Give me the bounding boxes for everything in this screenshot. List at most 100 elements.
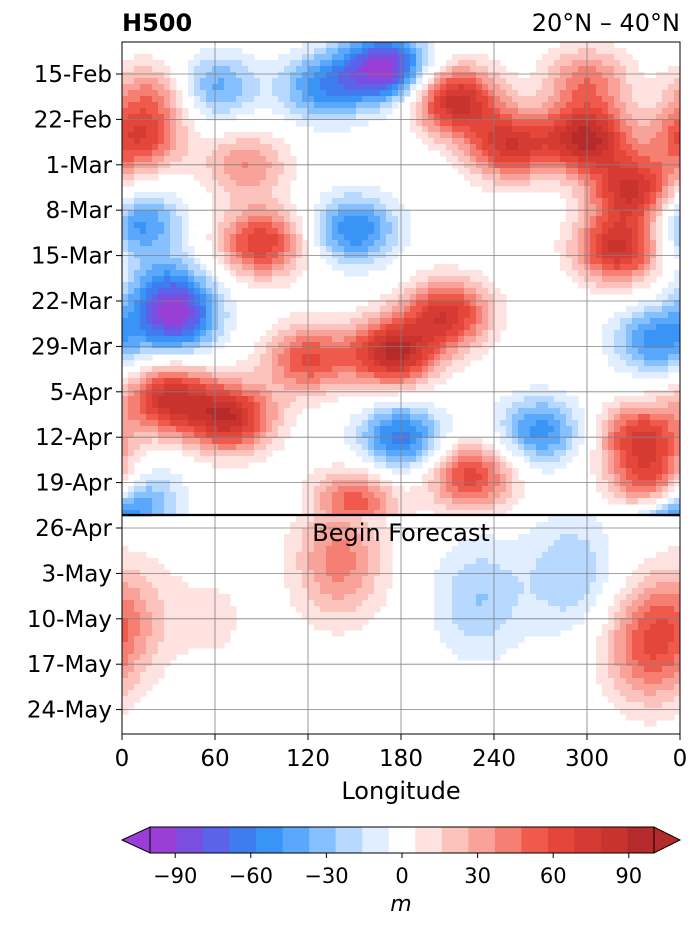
field-cell <box>218 48 225 55</box>
field-cell <box>656 492 663 499</box>
field-cell <box>404 384 411 391</box>
field-cell <box>488 84 495 91</box>
field-cell <box>338 66 345 73</box>
field-cell <box>254 414 261 421</box>
field-cell <box>656 150 663 157</box>
field-cell <box>596 258 603 265</box>
field-cell <box>662 462 669 469</box>
field-cell <box>632 90 639 97</box>
field-cell <box>626 96 633 103</box>
field-cell <box>650 180 657 187</box>
field-cell <box>488 300 495 307</box>
field-cell <box>464 138 471 145</box>
field-cell <box>266 378 273 385</box>
field-cell <box>350 114 357 121</box>
field-cell <box>380 414 387 421</box>
field-cell <box>554 174 561 181</box>
field-cell <box>164 468 171 475</box>
field-cell <box>560 438 567 445</box>
field-cell <box>164 504 171 511</box>
field-cell <box>446 426 453 433</box>
field-cell <box>410 366 417 373</box>
field-cell <box>128 450 135 457</box>
field-cell <box>644 90 651 97</box>
field-cell <box>128 228 135 235</box>
field-cell <box>356 246 363 253</box>
field-cell <box>272 240 279 247</box>
field-cell <box>356 234 363 241</box>
field-cell <box>650 324 657 331</box>
field-cell <box>218 156 225 163</box>
field-cell <box>230 228 237 235</box>
field-cell <box>626 66 633 73</box>
field-cell <box>560 60 567 67</box>
field-cell <box>512 126 519 133</box>
field-cell <box>218 204 225 211</box>
field-cell <box>350 492 357 499</box>
field-cell <box>242 204 249 211</box>
field-cell <box>632 318 639 325</box>
field-cell <box>158 72 165 79</box>
field-cell <box>668 498 675 505</box>
field-cell <box>266 156 273 163</box>
field-cell <box>254 372 261 379</box>
field-cell <box>578 276 585 283</box>
field-cell <box>242 234 249 241</box>
field-cell <box>350 312 357 319</box>
field-cell <box>428 144 435 151</box>
field-cell <box>122 168 129 175</box>
field-cell <box>596 462 603 469</box>
field-cell <box>560 186 567 193</box>
field-cell <box>464 282 471 289</box>
field-cell <box>368 450 375 457</box>
field-cell <box>308 480 315 487</box>
field-cell <box>344 318 351 325</box>
field-cell <box>494 498 501 505</box>
field-cell <box>350 84 357 91</box>
field-cell <box>404 360 411 367</box>
field-cell <box>248 78 255 85</box>
field-cell <box>278 156 285 163</box>
field-cell <box>308 312 315 319</box>
field-cell <box>224 426 231 433</box>
field-cell <box>626 426 633 433</box>
field-cell <box>332 78 339 85</box>
field-cell <box>170 204 177 211</box>
field-cell <box>350 384 357 391</box>
field-cell <box>512 180 519 187</box>
field-cell <box>434 120 441 127</box>
field-cell <box>602 108 609 115</box>
field-cell <box>278 168 285 175</box>
field-cell <box>158 282 165 289</box>
field-cell <box>200 162 207 169</box>
field-cell <box>470 132 477 139</box>
field-cell <box>308 336 315 343</box>
field-cell <box>596 456 603 463</box>
field-cell <box>170 156 177 163</box>
field-cell <box>242 216 249 223</box>
field-cell <box>668 150 675 157</box>
field-cell <box>674 96 680 103</box>
field-cell <box>644 78 651 85</box>
field-cell <box>350 486 357 493</box>
field-cell <box>656 474 663 481</box>
field-cell <box>242 60 249 67</box>
field-cell <box>422 270 429 277</box>
field-cell <box>392 450 399 457</box>
field-cell <box>140 498 147 505</box>
field-cell <box>296 270 303 277</box>
field-cell <box>170 342 177 349</box>
field-cell <box>650 234 657 241</box>
field-cell <box>344 324 351 331</box>
field-cell <box>626 396 633 403</box>
field-cell <box>656 138 663 145</box>
field-cell <box>614 96 621 103</box>
field-cell <box>182 390 189 397</box>
field-cell <box>206 186 213 193</box>
field-cell <box>458 138 465 145</box>
field-cell <box>428 108 435 115</box>
field-cell <box>512 396 519 403</box>
field-cell <box>362 66 369 73</box>
field-cell <box>182 438 189 445</box>
field-cell <box>176 396 183 403</box>
